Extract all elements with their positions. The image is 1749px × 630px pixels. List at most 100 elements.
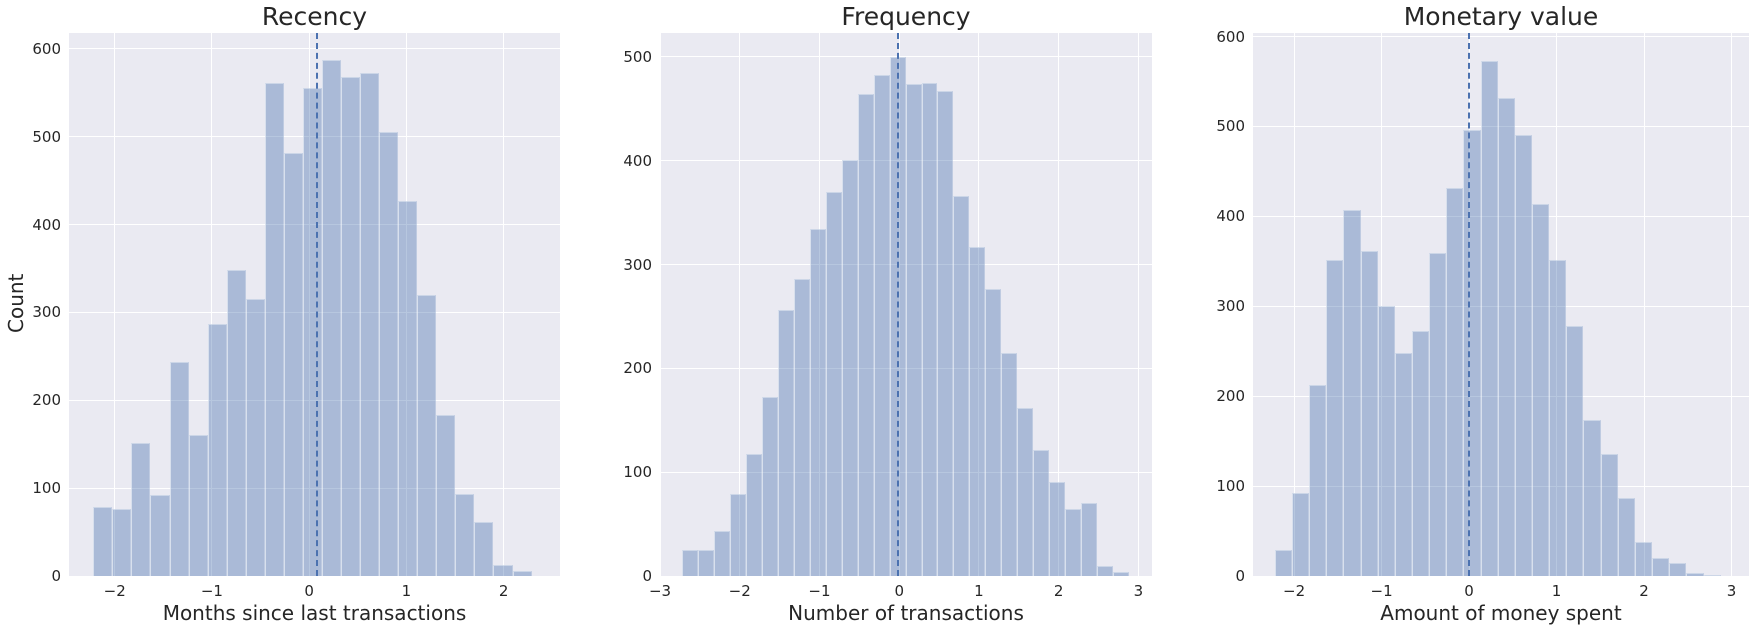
monetary-xtick-label: 3 (1726, 582, 1737, 600)
frequency-histogram-bar (778, 310, 794, 576)
gridline-horizontal (1253, 575, 1749, 576)
gridline-horizontal (1253, 126, 1749, 127)
recency-mean-dashed-line (315, 33, 318, 576)
monetary-xtick-label: 0 (1464, 582, 1474, 600)
monetary-histogram-bar (1634, 541, 1653, 576)
frequency-title: Frequency (841, 2, 971, 31)
frequency-histogram-bar (714, 531, 731, 576)
monetary-histogram-bar (1583, 419, 1601, 576)
frequency-histogram-bar (825, 191, 842, 576)
frequency-histogram-bar (1112, 571, 1129, 576)
recency-histogram-bar (207, 323, 227, 576)
frequency-histogram-bar (1096, 565, 1113, 576)
recency-histogram-bar (131, 443, 151, 576)
recency-histogram-bar (379, 132, 399, 576)
gridline-horizontal (69, 136, 560, 138)
monetary-histogram-bar (1274, 549, 1292, 576)
monetary-histogram-bar (1394, 353, 1413, 576)
gridline-horizontal (69, 575, 560, 576)
gridline-vertical (1643, 33, 1645, 576)
monetary-histogram-bar (1326, 260, 1344, 576)
monetary-ytick-label: 100 (1216, 477, 1245, 496)
frequency-ytick-label: 100 (623, 463, 652, 482)
recency-xtick-label: 2 (498, 582, 509, 600)
recency-ytick-label: 200 (32, 391, 61, 410)
frequency-histogram-bar (841, 159, 858, 576)
frequency-xtick-label: −2 (728, 582, 751, 600)
frequency-histogram-bar (762, 397, 778, 576)
gridline-vertical (1556, 33, 1558, 576)
recency-histogram-bar (493, 564, 513, 576)
recency-histogram-bar (302, 88, 322, 576)
recency-histogram-bar (474, 521, 494, 576)
monetary-mean-dashed-line (1468, 33, 1471, 576)
gridline-vertical (898, 33, 900, 576)
frequency-histogram-bar (809, 229, 826, 576)
gridline-horizontal (1253, 305, 1749, 307)
frequency-ytick-label: 200 (623, 359, 652, 378)
recency-ytick-label: 300 (32, 303, 61, 322)
monetary-xtick-label: 2 (1639, 582, 1649, 600)
monetary-histogram-bar (1549, 260, 1567, 576)
recency-histogram-bar (321, 60, 342, 576)
gridline-horizontal (69, 224, 560, 226)
recency-histogram-bar (455, 494, 475, 576)
gridline-vertical (739, 33, 741, 576)
gridline-vertical (114, 33, 116, 576)
recency-xtick-label: −2 (103, 582, 126, 600)
frequency-histogram-bar (746, 453, 763, 576)
gridline-horizontal (660, 56, 1152, 58)
monetary-xtick-label: −1 (1370, 582, 1393, 600)
gridline-vertical (1731, 33, 1732, 576)
gridline-vertical (211, 33, 213, 576)
frequency-histogram-bar (985, 289, 1002, 576)
recency-histogram-bar (512, 570, 532, 576)
frequency-histogram-bar (857, 94, 874, 576)
recency-xlabel: Months since last transactions (162, 601, 467, 625)
recency-histogram-bar (264, 83, 284, 576)
frequency-histogram-bar (793, 279, 810, 576)
frequency-histogram-bar (873, 74, 890, 576)
recency-histogram-bar (245, 299, 265, 576)
recency-xtick-label: 0 (304, 582, 314, 600)
monetary-histogram-bar (1292, 493, 1310, 576)
recency-histogram-bar (436, 415, 456, 576)
frequency-histogram-bar (1001, 352, 1018, 576)
monetary-histogram-bar (1480, 60, 1498, 576)
monetary-plot-area (1253, 33, 1749, 576)
gridline-vertical (818, 33, 820, 576)
gridline-vertical (308, 33, 310, 576)
recency-xtick-label: 1 (401, 582, 412, 600)
frequency-histogram-bar (1017, 407, 1034, 576)
gridline-vertical (978, 33, 980, 576)
frequency-ytick-label: 300 (623, 255, 652, 274)
monetary-histogram-bar (1309, 385, 1327, 576)
frequency-histogram-bar (953, 196, 970, 576)
monetary-histogram-bar (1514, 134, 1533, 576)
frequency-histogram-bar (937, 91, 954, 576)
frequency-xtick-label: 2 (1053, 582, 1064, 600)
recency-histogram-bar (360, 73, 380, 576)
frequency-xtick-label: −3 (648, 582, 672, 600)
recency-histogram-bar (112, 509, 132, 576)
frequency-histogram-bar (682, 550, 699, 576)
recency-xtick-label: −1 (200, 582, 223, 600)
recency-histogram-bar (188, 434, 208, 576)
recency-histogram-bar (169, 361, 189, 576)
frequency-xtick-label: 0 (894, 582, 904, 600)
monetary-histogram-bar (1446, 187, 1464, 576)
recency-histogram-bar (341, 76, 361, 576)
gridline-horizontal (69, 487, 560, 489)
recency-ytick-label: 600 (32, 39, 61, 58)
monetary-histogram-bar (1463, 130, 1481, 576)
recency-title: Recency (261, 2, 368, 31)
monetary-ytick-label: 0 (1235, 567, 1245, 585)
frequency-xtick-label: 3 (1133, 582, 1144, 600)
gridline-vertical (1381, 33, 1383, 576)
frequency-xtick-label: 1 (974, 582, 984, 600)
frequency-ytick-label: 0 (642, 567, 652, 585)
monetary-histogram-bar (1429, 253, 1447, 576)
frequency-mean-dashed-line (896, 33, 899, 576)
frequency-histogram-bar (698, 550, 715, 576)
monetary-histogram-bar (1532, 203, 1550, 576)
